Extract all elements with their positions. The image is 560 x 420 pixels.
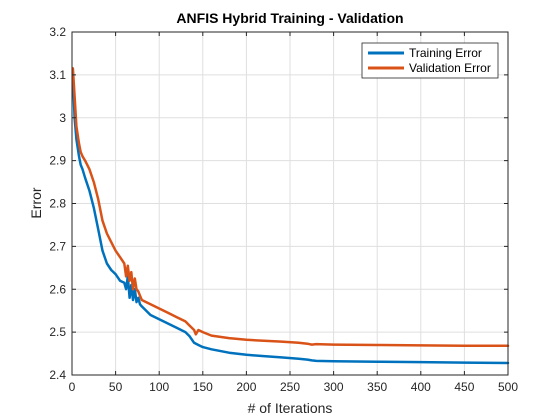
- y-tick-label: 2.5: [49, 325, 66, 339]
- series-line-training-error: [71, 73, 510, 365]
- series-layer: [71, 67, 510, 365]
- x-tick-label: 350: [367, 380, 387, 394]
- x-tick-label: 400: [411, 380, 431, 394]
- legend-label-training: Training Error: [409, 46, 482, 60]
- x-tick-label: 450: [454, 380, 474, 394]
- y-tick-label: 3.1: [49, 68, 66, 82]
- series-line-validation-error: [71, 67, 510, 348]
- x-tick-label: 250: [280, 380, 300, 394]
- y-tick-label: 2.4: [49, 368, 66, 382]
- x-tick-label: 200: [236, 380, 256, 394]
- x-tick-label: 50: [109, 380, 123, 394]
- x-tick-label: 0: [69, 380, 76, 394]
- legend: Training Error Validation Error: [361, 42, 499, 79]
- legend-box: [361, 42, 499, 79]
- ticks: [71, 31, 509, 376]
- y-tick-label: 2.7: [49, 239, 66, 253]
- x-tick-label: 500: [498, 380, 518, 394]
- y-tick-label: 2.6: [49, 282, 66, 296]
- legend-label-validation: Validation Error: [409, 61, 491, 75]
- y-tick-label: 3: [59, 111, 66, 125]
- x-tick-labels: 0 50 100 150 200 250 300 350 400 450 500: [69, 380, 519, 394]
- y-tick-labels: 2.4 2.5 2.6 2.7 2.8 2.9 3 3.1 3.2: [49, 25, 66, 382]
- y-axis-label: Error: [28, 187, 44, 218]
- y-tick-label: 3.2: [49, 25, 66, 39]
- chart-title: ANFIS Hybrid Training - Validation: [176, 10, 403, 26]
- x-tick-label: 100: [149, 380, 169, 394]
- x-tick-label: 150: [193, 380, 213, 394]
- x-tick-label: 300: [324, 380, 344, 394]
- y-tick-label: 2.8: [49, 197, 66, 211]
- x-axis-label: # of Iterations: [248, 400, 333, 416]
- y-tick-label: 2.9: [49, 154, 66, 168]
